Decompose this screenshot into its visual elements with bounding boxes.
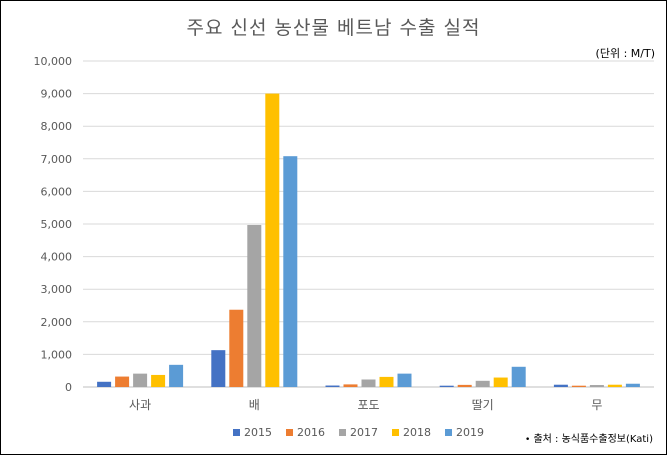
bar (265, 93, 280, 387)
chart-title: 주요 신선 농산물 베트남 수출 실적 (186, 17, 481, 39)
bar (397, 373, 412, 387)
bar (439, 385, 454, 387)
legend-label: 2018 (403, 426, 431, 439)
bar (247, 224, 262, 387)
x-category-label: 배 (249, 398, 260, 412)
source-bullet: • (524, 435, 531, 445)
legend-label: 2019 (456, 426, 484, 439)
bar (607, 384, 622, 387)
legend-swatch (339, 429, 346, 436)
bar (169, 364, 184, 387)
legend-swatch (233, 429, 240, 436)
x-category-label: 사과 (129, 398, 151, 412)
legend-swatch (392, 429, 399, 436)
bar (133, 373, 148, 387)
x-category-label: 무 (591, 398, 602, 412)
legend-label: 2017 (350, 426, 378, 439)
bar (571, 385, 586, 387)
bar (151, 374, 166, 387)
chart-legend: 2015 2016 2017 2018 2019 (233, 426, 484, 439)
bar (325, 385, 340, 387)
bar (211, 350, 226, 387)
y-tick-label: 7,000 (41, 153, 73, 166)
unit-note: (단위 : M/T) (595, 47, 655, 60)
bar (625, 383, 640, 387)
y-tick-label: 5,000 (41, 218, 73, 231)
y-tick-label: 8,000 (41, 120, 73, 133)
legend-entry: 2017 (339, 426, 378, 439)
bar (361, 379, 376, 387)
source-text: 출처 : 농식품수출정보(Kati) (533, 434, 653, 445)
y-tick-label: 3,000 (41, 283, 73, 296)
source-note: • 출처 : 농식품수출정보(Kati) (525, 430, 653, 445)
y-tick-label: 9,000 (41, 88, 73, 101)
bar (493, 377, 508, 387)
bar (229, 309, 244, 387)
legend-entry: 2015 (233, 426, 272, 439)
legend-swatch (286, 429, 293, 436)
x-category-label: 포도 (357, 398, 379, 412)
bar (379, 376, 394, 387)
bar (553, 384, 568, 387)
y-tick-label: 10,000 (34, 55, 73, 68)
y-tick-label: 4,000 (41, 251, 73, 264)
bar (97, 381, 112, 387)
bar (589, 385, 604, 387)
bar (283, 156, 298, 387)
x-category-label: 딸기 (472, 398, 494, 412)
bar (457, 384, 472, 387)
bar (115, 376, 130, 387)
bar (343, 384, 358, 387)
legend-entry: 2016 (286, 426, 325, 439)
bar (475, 380, 490, 387)
legend-label: 2015 (244, 426, 272, 439)
y-tick-label: 0 (65, 381, 72, 394)
y-tick-label: 2,000 (41, 316, 73, 329)
legend-entry: 2019 (445, 426, 484, 439)
legend-label: 2016 (297, 426, 325, 439)
legend-entry: 2018 (392, 426, 431, 439)
y-tick-label: 1,000 (41, 348, 73, 361)
bar (511, 366, 526, 387)
y-tick-label: 6,000 (41, 185, 73, 198)
legend-swatch (445, 429, 452, 436)
